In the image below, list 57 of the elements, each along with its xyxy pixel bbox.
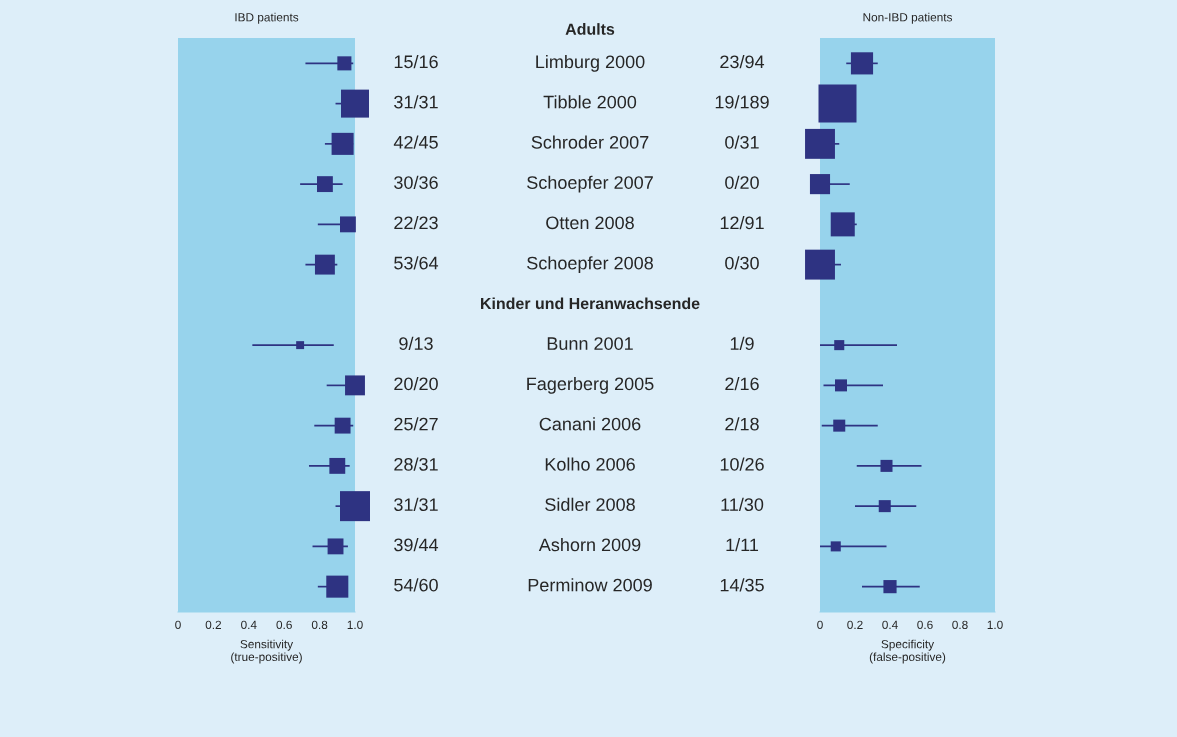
x-axis-title: Sensitivity (true-positive) xyxy=(231,639,302,664)
category-label: 22/23 xyxy=(394,215,438,230)
category-label: Tibble 2000 xyxy=(543,95,637,109)
x-tick-label: 0.6 xyxy=(276,620,292,629)
category-label: Bunn 2001 xyxy=(547,337,633,350)
category-label: 30/36 xyxy=(394,175,438,189)
x-tick-label: 1.0 xyxy=(987,620,1003,629)
x-tick-label: 0 xyxy=(817,620,823,629)
text: 19/189 xyxy=(715,95,769,109)
text: Adults xyxy=(565,23,615,35)
category-label: Perminow 2009 xyxy=(528,578,652,592)
category-label: Otten 2008 xyxy=(546,216,634,230)
x-tick-label: 0 xyxy=(175,620,181,629)
category-label: 25/27 xyxy=(394,417,438,431)
category-label: Kolho 2006 xyxy=(545,457,635,471)
text: 0/20 xyxy=(725,175,759,189)
text: Kinder und Heranwachsende xyxy=(481,297,700,310)
category-label: 39/44 xyxy=(394,537,439,552)
category-label: 31/31 xyxy=(394,95,438,109)
category-label: 20/20 xyxy=(394,376,438,391)
text: 2/18 xyxy=(725,417,759,431)
chart-title: Non-IBD patients xyxy=(863,12,953,24)
text: 1/9 xyxy=(730,336,754,350)
text: 0/31 xyxy=(725,135,759,149)
x-tick-label: 0.4 xyxy=(882,620,898,629)
category-label: Schoepfer 2008 xyxy=(527,256,653,274)
text: 0/30 xyxy=(725,256,759,270)
x-tick-label: 0.6 xyxy=(917,620,933,629)
x-tick-label: 0.2 xyxy=(205,620,222,629)
category-label: 28/31 xyxy=(394,457,438,471)
text: 14/35 xyxy=(720,578,764,592)
category-label: Ashorn 2009 xyxy=(538,537,641,552)
x-tick-label: 0.8 xyxy=(311,620,328,629)
category-label: Schoepfer 2007 xyxy=(527,175,653,193)
text: 12/91 xyxy=(720,215,764,230)
category-label: 9/13 xyxy=(399,336,433,350)
text: 11/30 xyxy=(721,497,764,511)
category-label: 53/64 xyxy=(394,256,439,270)
x-tick-label: 0.4 xyxy=(241,620,257,629)
text: 23/94 xyxy=(720,54,765,69)
category-label: 54/60 xyxy=(394,578,438,592)
category-label: 15/16 xyxy=(394,54,438,69)
category-label: 42/45 xyxy=(393,135,438,149)
chart-title: IBD patients xyxy=(235,12,299,24)
x-tick-label: 1.0 xyxy=(347,620,363,629)
category-label: Fagerberg 2005 xyxy=(527,376,654,394)
category-label: Limburg 2000 xyxy=(536,54,645,72)
category-label: Canani 2006 xyxy=(539,417,641,431)
x-tick-label: 0.2 xyxy=(847,620,863,629)
x-tick-label: 0.8 xyxy=(952,620,968,629)
category-label: Schroder 2007 xyxy=(531,135,649,149)
text: 2/16 xyxy=(725,376,759,391)
text: 10/26 xyxy=(720,457,764,471)
text: 1/11 xyxy=(726,537,759,552)
x-axis-title: Specificity (false-positive) xyxy=(869,639,946,664)
category-label: 31/31 xyxy=(394,497,438,511)
category-label: Sidler 2008 xyxy=(545,497,635,511)
